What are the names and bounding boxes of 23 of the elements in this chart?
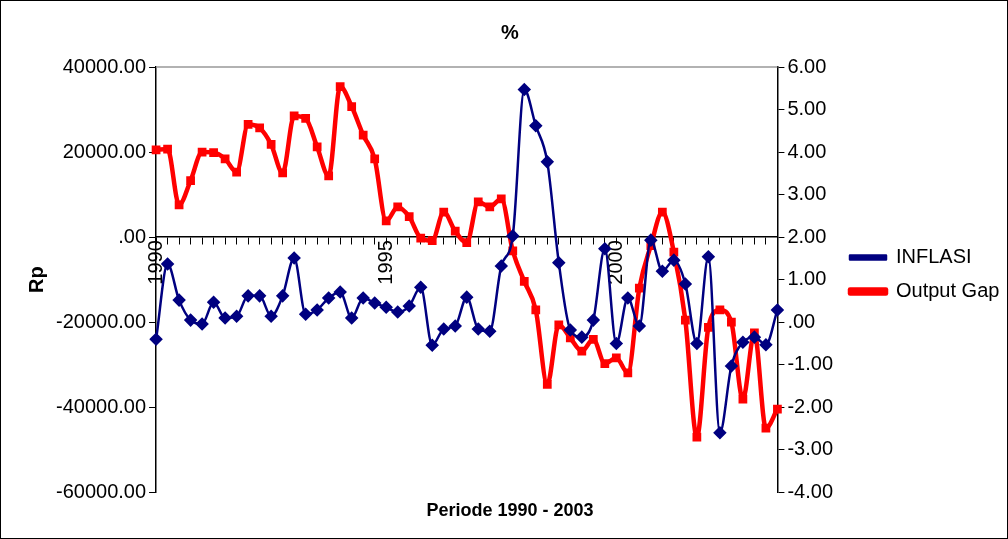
y2-tick-label: 4.00	[787, 139, 827, 162]
y2-tick-label: 5.00	[787, 97, 827, 120]
x-axis-title: Periode 1990 - 2003	[426, 500, 594, 521]
y2-tick-label: -2.00	[787, 394, 834, 417]
y-axis-title: Rp	[24, 266, 47, 294]
x-tick-label: 1995	[373, 240, 396, 285]
y2-tick-label: 2.00	[787, 224, 827, 247]
y-tick-label: -40000.00	[56, 394, 147, 417]
y2-tick-label: 3.00	[787, 182, 827, 205]
y2-tick-label: 6.00	[787, 54, 827, 77]
y2-tick-label: -4.00	[787, 479, 834, 502]
legend-label: INFLASI	[896, 245, 972, 268]
y-tick-label: -60000.00	[56, 479, 147, 502]
chart-title: %	[501, 20, 520, 43]
y2-tick-label: -3.00	[787, 437, 834, 460]
legend-label: Output Gap	[896, 279, 1000, 302]
y2-tick-label: 1.00	[787, 267, 827, 290]
y2-tick-label: -1.00	[787, 352, 834, 375]
y-tick-label: 40000.00	[62, 54, 147, 77]
y2-tick-label: .00	[787, 309, 816, 332]
y-tick-label: .00	[118, 224, 147, 247]
y-tick-label: 20000.00	[62, 139, 147, 162]
y-tick-label: -20000.00	[56, 309, 147, 332]
